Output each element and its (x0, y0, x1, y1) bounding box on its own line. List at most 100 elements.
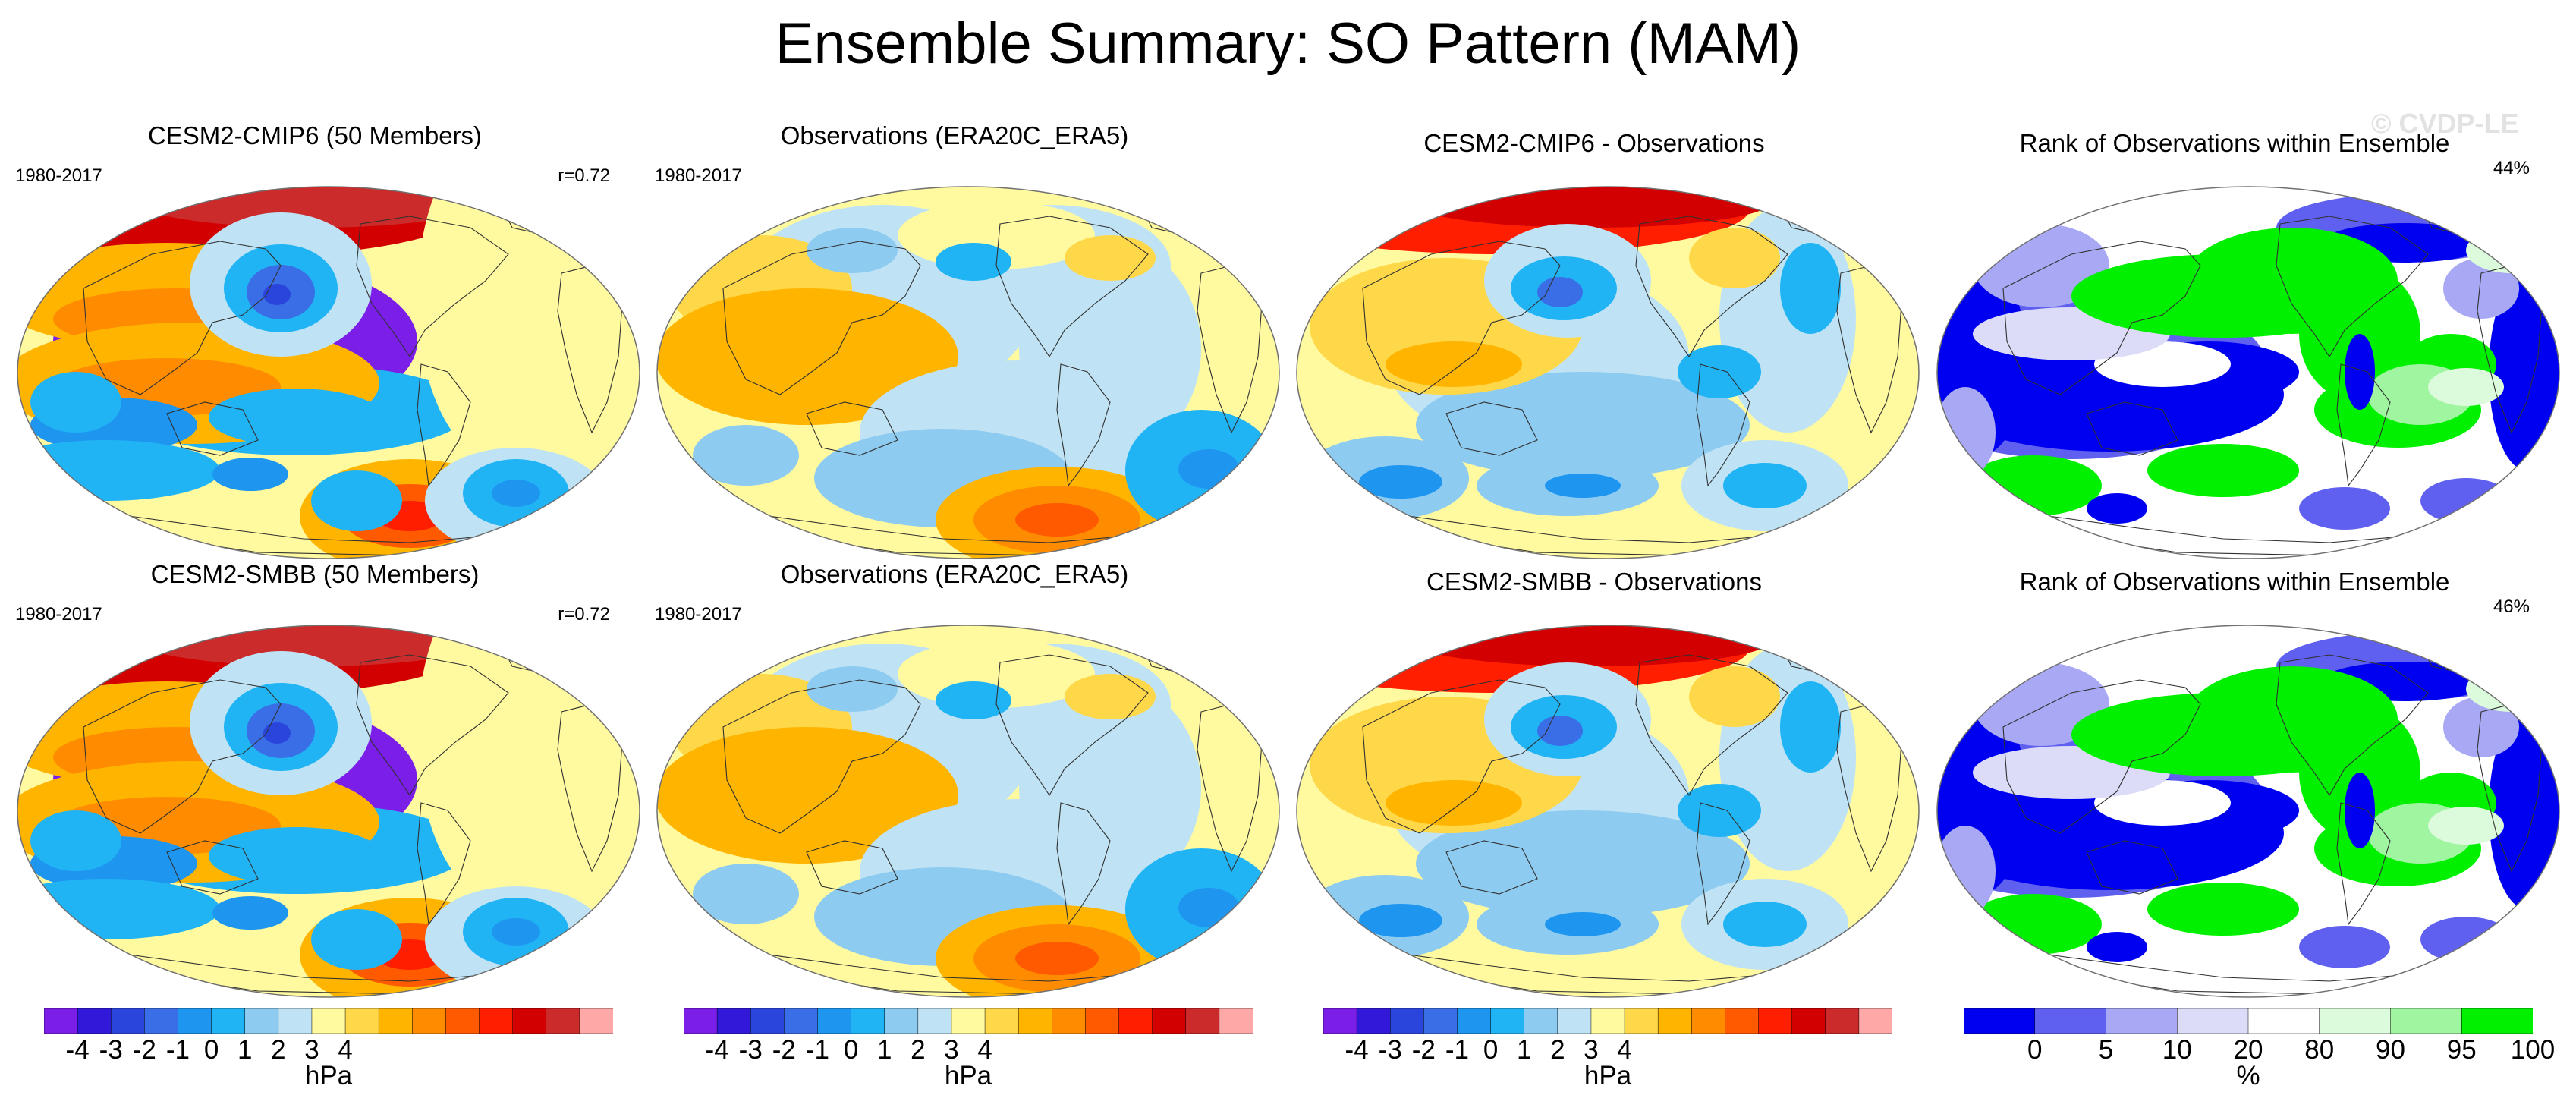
coastline (806, 401, 898, 456)
colorbar-swatch (144, 1008, 179, 1034)
panel-observations-pattern-1: Observations (ERA20C_ERA5) 1980-2017 (640, 121, 1280, 584)
figure-title: Ensemble Summary: SO Pattern (MAM) (775, 11, 1801, 76)
rank-region (2299, 926, 2390, 968)
colorbar-swatch (1389, 1008, 1425, 1034)
colorbar-swatch (1524, 1008, 1558, 1034)
rank-region (2345, 773, 2375, 848)
pressure-anomaly-contour (1359, 904, 1442, 937)
pressure-anomaly-contour (1537, 716, 1583, 746)
panel-title: Rank of Observations within Ensemble (2019, 568, 2450, 596)
pressure-anomaly-contour (693, 864, 799, 924)
colorbar-tick-label: 20 (2233, 1035, 2263, 1065)
pressure-anomaly-contour (1065, 674, 1156, 719)
panel-rank-1: Rank of Observations within Ensemble 44% (1920, 121, 2560, 584)
colorbar-tick-label: -2 (1411, 1035, 1436, 1065)
colorbar-units: hPa (304, 1061, 353, 1090)
colorbar-tick-label: 0 (2027, 1035, 2043, 1065)
rank-region (2299, 487, 2390, 530)
pressure-anomaly-contour (311, 470, 402, 531)
pressure-anomaly-contour (1545, 474, 1621, 498)
rank-region (2147, 883, 2299, 936)
rank-region (2443, 697, 2519, 757)
coastline (722, 679, 921, 834)
panel-observations-pattern-2: Observations (ERA20C_ERA5) 1980-2017 (640, 560, 1280, 1023)
period-label: 1980-2017 (655, 165, 742, 186)
coastline (995, 216, 1149, 358)
pressure-anomaly-contour (1723, 463, 1807, 508)
colorbar-tick-label: -3 (1378, 1035, 1402, 1065)
colorbar-tick-label: -2 (772, 1035, 796, 1065)
coastline (417, 802, 471, 926)
colorbar-swatch (1152, 1008, 1187, 1034)
pressure-anomaly-contour (1537, 277, 1583, 307)
colorbar-hpa-2: hPa -4 -3 -2 -1 0 1 2 3 4 (684, 1008, 1253, 1114)
rank-region (2489, 712, 2559, 909)
colorbar-units: hPa (944, 1061, 992, 1090)
colorbar-swatch (2247, 1008, 2320, 1034)
colorbar-swatches (1323, 1008, 1892, 1034)
rank-region (2087, 932, 2147, 962)
colorbar-tick-label: 4 (1617, 1035, 1632, 1065)
colorbar-units: % (2236, 1061, 2260, 1090)
colorbar-swatches (1964, 1008, 2533, 1034)
rank-region (2489, 273, 2559, 470)
colorbar-swatch (1758, 1008, 1793, 1034)
panel-smbb-difference: CESM2-SMBB - Observations (1279, 560, 1920, 1023)
colorbar-tick-label: 4 (977, 1035, 992, 1065)
pressure-anomaly-contour (731, 757, 882, 818)
pressure-anomaly-contour (1178, 888, 1239, 927)
colorbar-swatch (378, 1008, 414, 1034)
map-boundary (656, 625, 1280, 998)
colorbar-tick-label: 90 (2376, 1035, 2405, 1065)
coastline (356, 654, 509, 797)
colorbar-tick-label: 2 (911, 1035, 926, 1065)
coastline (1056, 802, 1111, 926)
colorbar-tick-label: 80 (2304, 1035, 2335, 1065)
colorbar-tick-label: -3 (99, 1035, 123, 1065)
rank-region (2345, 334, 2375, 410)
map-boundary (1296, 625, 1920, 998)
period-label: 1980-2017 (15, 165, 102, 186)
colorbar-swatch (1624, 1008, 1659, 1034)
colorbar-tick-label: 3 (1584, 1035, 1599, 1065)
pressure-anomaly-contour (1689, 228, 1780, 288)
colorbar-hpa-1: hPa -4 -3 -2 -1 0 1 2 3 4 (44, 1008, 613, 1114)
panel-cmip6-difference: CESM2-CMIP6 - Observations (1279, 121, 1920, 584)
pressure-anomaly-contour (1386, 780, 1522, 826)
colorbar-swatch (2034, 1008, 2107, 1034)
colorbar-tick-label: -2 (132, 1035, 156, 1065)
pressure-anomaly-contour (209, 827, 383, 885)
coastline (2336, 802, 2391, 926)
pressure-anomaly-contour (209, 389, 383, 446)
colorbar-swatch (244, 1008, 279, 1034)
colorbar-tick-label: -4 (705, 1035, 729, 1065)
coastline (1696, 802, 1750, 926)
colorbar-swatch (479, 1008, 514, 1034)
colorbar-tick-label: -4 (1345, 1035, 1369, 1065)
colorbar-swatch (1423, 1008, 1458, 1034)
coastline (2086, 840, 2178, 895)
correlation-label: r=0.72 (558, 165, 610, 186)
colorbar-tick-label: -1 (805, 1035, 830, 1065)
colorbar-swatch (211, 1008, 246, 1034)
colorbar-swatch (1457, 1008, 1492, 1034)
coastline (417, 363, 471, 487)
pressure-anomaly-contour (1416, 810, 1750, 917)
colorbar-swatch (178, 1008, 212, 1034)
map-cmip6-pattern (17, 186, 640, 559)
pressure-anomaly-contour (30, 810, 121, 871)
coastline (1362, 241, 1561, 395)
pressure-anomaly-contour (1689, 666, 1780, 727)
coastline (2086, 401, 2178, 456)
pressure-anomaly-contour (212, 458, 288, 491)
colorbar-swatch (44, 1008, 78, 1034)
colorbar-swatch (2177, 1008, 2249, 1034)
colorbar-swatch (951, 1008, 986, 1034)
colorbar-tick-label: 5 (2098, 1035, 2114, 1065)
period-label: 1980-2017 (655, 604, 742, 625)
coastline (2336, 363, 2391, 487)
colorbar-tick-label: 95 (2446, 1035, 2477, 1065)
colorbar-swatch (784, 1008, 819, 1034)
rank-region (2443, 258, 2519, 319)
colorbar-swatch (77, 1008, 112, 1034)
